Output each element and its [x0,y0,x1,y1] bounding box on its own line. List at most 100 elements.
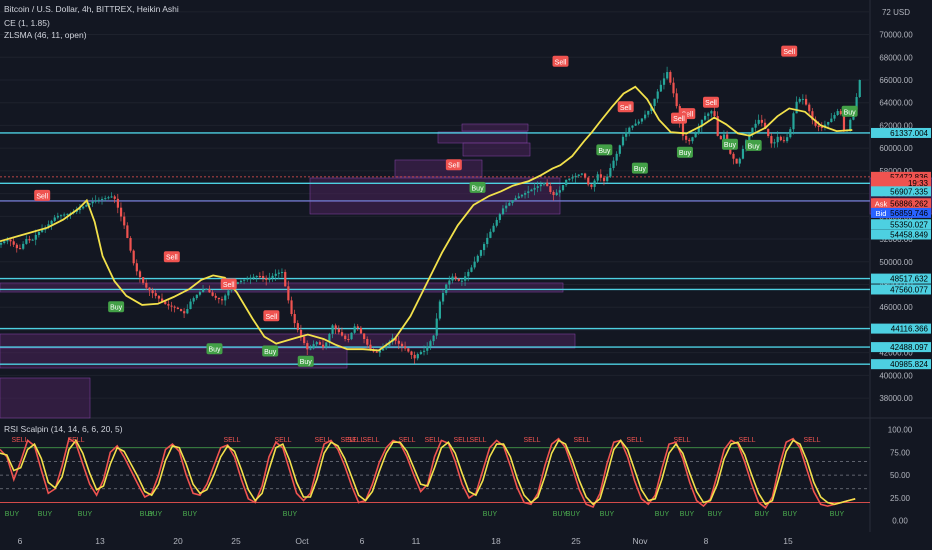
signal-tag-bg [745,139,762,151]
candle-body [413,354,416,359]
candle-body [770,136,773,144]
candle-body [416,354,419,359]
rsi-sell-marker: SELL [673,437,690,444]
candle-body [587,177,590,185]
candle-body [710,111,713,114]
candle-body [662,78,666,85]
price-tick-label: 66000.00 [879,76,913,85]
candle-body [47,224,50,228]
price-axis-tag-text: 56859.746 [890,209,928,218]
price-axis-tag-text: 55350.027 [890,220,928,229]
candle-body [410,351,413,355]
price-axis-tag-bg [871,207,931,218]
signal-tag-label: Buy [208,347,221,354]
candle-body [397,340,400,344]
price-axis-tag-bg [871,359,931,370]
supply-demand-zone [462,142,531,157]
price-axis-tag-bg [871,198,931,209]
ce-legend: CE (1, 1.85) [4,18,50,28]
time-axis-label: Nov [632,536,648,546]
buy-signal-tag: Buy [676,146,693,158]
rsi-sell-marker: SELL [347,437,364,444]
candle-body [94,200,97,202]
candle-body [164,301,167,305]
sell-signal-tag: Sell [220,278,237,290]
candle-body [157,295,161,299]
rsi-buy-marker: BUY [283,511,298,518]
candle-body [669,72,672,83]
candle-body [31,239,34,241]
candle-body [438,301,442,319]
candle-body [249,277,252,279]
candle-body [542,182,546,185]
candle-body [426,346,429,351]
rsi-sell-marker: SELL [67,437,84,444]
signal-tag-label: Buy [634,166,647,173]
candle-body [271,275,274,278]
signal-tag-label: Buy [598,148,611,155]
price-axis-tag: 44116.366 [871,323,931,334]
price-axis-tag: 47560.077 [871,284,931,295]
price-axis-tag-text: 56886.262 [890,199,928,208]
candle-body [148,287,151,291]
time-axis-label: 18 [491,536,501,546]
candle-body [773,142,776,144]
candle-body [760,119,763,123]
candle-body [268,277,271,280]
candle-body [637,121,640,124]
sell-signal-tag: Sell [552,55,569,67]
rsi-buy-marker: BUY [600,511,615,518]
candle-body [713,111,716,117]
candle-body [321,344,325,348]
signal-tag-bg [445,159,462,171]
candle-body [318,342,322,345]
candle-body [132,250,135,264]
rsi-sell-marker: SELL [314,437,331,444]
candle-body [697,126,700,134]
time-axis-label: 20 [173,536,183,546]
candle-body [691,137,694,142]
rsi-sell-marker: SELL [453,437,470,444]
candle-body [22,243,25,249]
rsi-buy-marker: BUY [708,511,723,518]
candle-body [533,187,536,190]
ask-tag-label: Ask [875,199,888,208]
price-axis-tag-text: 40985.824 [890,360,928,369]
candle-body [511,200,514,203]
candle-body [97,199,101,201]
signal-tag-bg [703,96,719,108]
buy-signal-tag: Buy [262,345,279,357]
price-tick-label: 46000.00 [879,303,913,312]
candle-body [836,111,839,116]
candle-body [363,333,366,340]
candle-body [394,337,397,341]
candle-body [486,237,489,245]
candle-body [798,98,801,102]
candle-body [328,333,331,343]
candle-body [792,113,795,130]
signal-tag-label: Buy [300,359,313,366]
candle-body [429,341,432,347]
candle-body [830,118,833,123]
candle-body [41,229,44,232]
candles-group [0,66,861,364]
signal-tag-bg [263,310,280,322]
supply-demand-zone [0,347,348,369]
price-tick-label: 72 USD [882,8,910,17]
price-axis-tag: 54458.849 [871,229,931,240]
price-axis-tag: 40985.824 [871,359,931,370]
price-axis-tag-bg [871,323,931,334]
candle-body [666,72,669,79]
candle-body [763,122,767,130]
signal-tag-label: Buy [110,305,123,312]
candle-body [505,205,508,209]
signal-tag-bg [469,181,486,193]
candle-body [659,84,662,92]
candle-body [315,342,318,345]
candle-body [356,326,359,328]
supply-demand-zone [309,177,561,215]
signal-tag-label: Buy [844,109,857,116]
candle-body [243,279,246,281]
candle-body [126,225,129,239]
